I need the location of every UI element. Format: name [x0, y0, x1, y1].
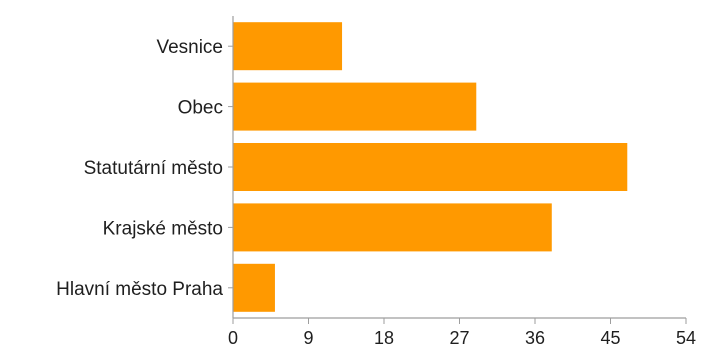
x-tick-label-6: 54: [676, 328, 696, 348]
x-tick-label-5: 45: [600, 328, 620, 348]
axes-layer: [228, 16, 687, 324]
category-label-4: Hlavní město Praha: [56, 279, 223, 300]
x-tick-label-3: 27: [449, 328, 469, 348]
bar-0: [233, 22, 343, 71]
bars-layer: [233, 22, 628, 312]
bar-2: [233, 143, 628, 191]
category-label-2: Statutární město: [84, 158, 223, 179]
bar-4: [233, 263, 275, 312]
category-label-1: Obec: [178, 98, 223, 119]
labels-layer: Vesnice Obec Statutární město Krajské město…: [56, 37, 696, 348]
category-label-3: Krajské město: [103, 218, 223, 239]
x-tick-label-2: 18: [374, 328, 394, 348]
bar-1: [233, 82, 477, 131]
x-tick-label-1: 9: [303, 328, 313, 348]
bar-3: [233, 203, 552, 252]
category-label-0: Vesnice: [156, 37, 223, 58]
x-tick-label-0: 0: [228, 328, 238, 348]
x-tick-label-4: 36: [525, 328, 545, 348]
